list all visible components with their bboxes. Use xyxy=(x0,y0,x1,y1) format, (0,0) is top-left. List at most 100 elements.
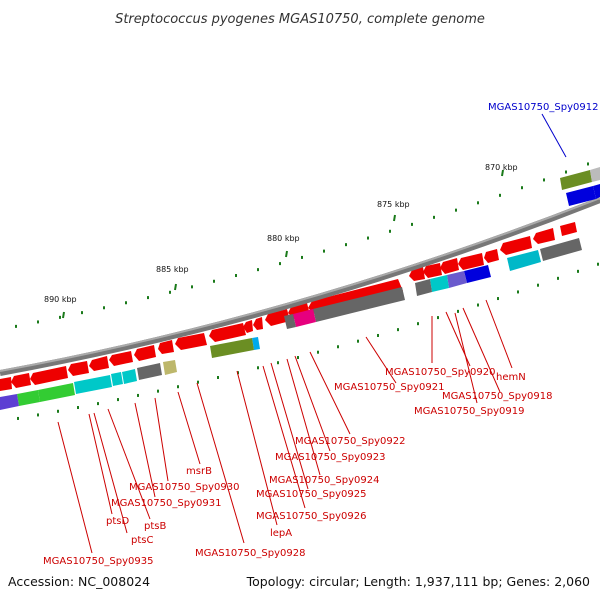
gene-label: MGAS10750_Spy0919 xyxy=(414,406,524,417)
gene-feature xyxy=(560,222,577,236)
gene-feature xyxy=(415,279,432,296)
gene-feature xyxy=(540,238,582,261)
gene-feature xyxy=(533,228,555,244)
gene-label: MGAS10750_Spy0923 xyxy=(275,452,385,463)
gene-feature xyxy=(430,275,449,292)
map-title: Streptococcus pyogenes MGAS10750, comple… xyxy=(115,12,485,27)
tick-mark xyxy=(393,214,396,222)
gene-feature xyxy=(210,338,254,358)
leader-lines xyxy=(57,113,567,554)
genome-backbone xyxy=(0,197,600,376)
gene-label: MGAS10750_Spy0931 xyxy=(111,498,221,509)
scale-dots xyxy=(15,162,589,328)
tick-label-870: 870 kbp xyxy=(485,163,518,172)
leader-line xyxy=(541,113,567,158)
gene-feature xyxy=(484,249,499,263)
gene-feature xyxy=(253,317,263,330)
gene-feature xyxy=(122,369,137,384)
leader-line xyxy=(57,421,93,554)
genome-summary: Topology: circular; Length: 1,937,111 bp… xyxy=(246,574,590,589)
leader-line xyxy=(154,397,169,482)
leader-line xyxy=(309,351,351,435)
gene-feature xyxy=(134,345,156,361)
gene-feature xyxy=(0,394,19,410)
tick-label-885: 885 kbp xyxy=(156,265,189,274)
gene-label: MGAS10750_Spy0935 xyxy=(43,556,153,567)
accession-text: Accession: NC_008024 xyxy=(8,574,150,589)
leader-line xyxy=(262,365,306,509)
gene-track-inner xyxy=(0,184,600,410)
gene-feature xyxy=(507,250,541,271)
tick-mark xyxy=(285,250,288,258)
gene-feature xyxy=(0,377,12,391)
leader-line xyxy=(454,312,478,404)
gene-label: MGAS10750_Spy0925 xyxy=(256,489,366,500)
gene-feature xyxy=(243,320,253,333)
gene-feature xyxy=(447,271,467,288)
gene-feature xyxy=(30,366,68,385)
leader-line xyxy=(365,336,397,384)
leader-line xyxy=(462,307,501,393)
gene-feature xyxy=(560,170,592,190)
gene-label: MGAS10750_Spy0918 xyxy=(442,391,552,402)
gene-label: MGAS10750_Spy0921 xyxy=(334,382,444,393)
gene-feature xyxy=(158,340,174,354)
gene-labels: MGAS10750_Spy0912 hemN MGAS10750_Spy0920… xyxy=(43,102,598,567)
gene-feature xyxy=(458,253,484,270)
tick-label-875: 875 kbp xyxy=(377,200,410,209)
tick-label-890: 890 kbp xyxy=(44,295,77,304)
gene-label: MGAS10750_Spy0922 xyxy=(295,436,405,447)
gene-label: MGAS10750_Spy0912 xyxy=(488,102,598,113)
leader-line xyxy=(107,408,151,520)
gene-feature xyxy=(17,390,40,406)
gene-feature xyxy=(423,263,442,278)
gene-feature xyxy=(293,309,316,327)
gene-label: msrB xyxy=(186,466,212,477)
leader-line xyxy=(134,402,156,498)
leader-line xyxy=(177,391,201,465)
gene-label: ptsC xyxy=(131,535,153,546)
tick-mark xyxy=(174,283,177,291)
scale-dots-outer xyxy=(15,162,589,328)
gene-feature xyxy=(500,236,532,255)
scale-dots-inner xyxy=(17,262,599,420)
gene-feature xyxy=(566,186,596,206)
gene-feature xyxy=(284,314,296,329)
leader-line xyxy=(270,362,309,490)
gene-track-outer xyxy=(0,167,600,391)
gene-label: ptsB xyxy=(144,521,166,532)
gene-feature xyxy=(252,337,260,350)
leader-line xyxy=(485,299,513,369)
gene-feature xyxy=(74,375,112,394)
leader-line xyxy=(88,413,113,515)
gene-feature xyxy=(68,361,89,376)
leader-line xyxy=(286,358,321,476)
gene-label: hemN xyxy=(496,372,526,383)
tick-mark xyxy=(501,169,504,177)
gene-label: lepA xyxy=(270,528,292,539)
gene-feature xyxy=(440,258,459,274)
major-ticks xyxy=(62,169,504,319)
leader-line xyxy=(196,382,245,544)
gene-feature xyxy=(209,323,246,342)
gene-feature xyxy=(109,351,133,366)
gene-label: MGAS10750_Spy0920 xyxy=(385,367,495,378)
genome-backbone-highlight xyxy=(0,197,600,372)
gene-label: MGAS10750_Spy0930 xyxy=(129,482,239,493)
gene-label: MGAS10750_Spy0926 xyxy=(256,511,366,522)
gene-feature xyxy=(38,383,75,402)
gene-label: ptsD xyxy=(106,516,129,527)
gene-label: MGAS10750_Spy0924 xyxy=(269,475,379,486)
leader-line xyxy=(236,370,278,526)
leader-line xyxy=(294,355,331,452)
leader-line xyxy=(93,412,128,534)
gene-feature xyxy=(11,373,31,388)
gene-feature xyxy=(137,363,162,380)
gene-feature xyxy=(163,360,177,375)
gene-feature xyxy=(89,356,109,371)
gene-feature xyxy=(111,372,123,386)
tick-label-880: 880 kbp xyxy=(267,234,300,243)
gene-feature xyxy=(590,167,600,182)
tick-mark xyxy=(62,311,65,319)
